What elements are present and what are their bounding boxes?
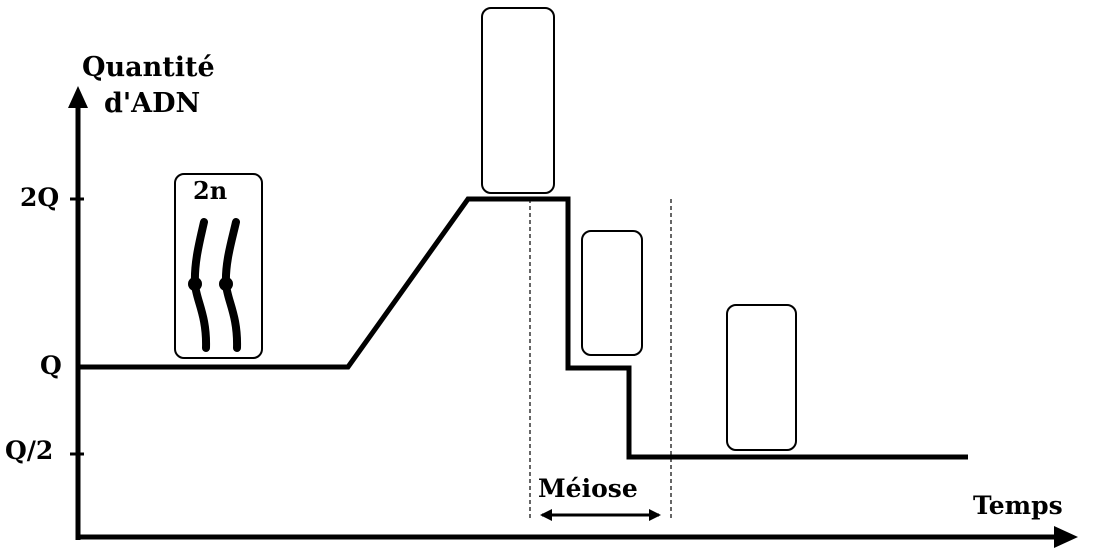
cell-box-middle-empty [581, 230, 643, 356]
y-axis-title-line-2: d'ADN [104, 88, 200, 119]
meiose-label: Méiose [538, 474, 638, 503]
chromosome-pair-icon [188, 218, 242, 352]
tick-label-q-half: Q/2 [5, 436, 53, 465]
x-axis-title: Temps [973, 491, 1063, 520]
y-axis-title-line-1: Quantité [82, 52, 215, 83]
cell-box-top-empty [481, 7, 555, 194]
tick-label-q: Q [40, 351, 62, 380]
dna-quantity-curve [78, 196, 968, 460]
cell-box-right-empty [726, 304, 797, 451]
tick-label-2q: 2Q [20, 183, 59, 212]
cell-box-2n [174, 173, 263, 359]
x-axis-arrow-icon [1054, 526, 1078, 548]
cell-box-2n-label: 2n [193, 176, 227, 205]
y-axis-arrow-icon [68, 86, 88, 108]
